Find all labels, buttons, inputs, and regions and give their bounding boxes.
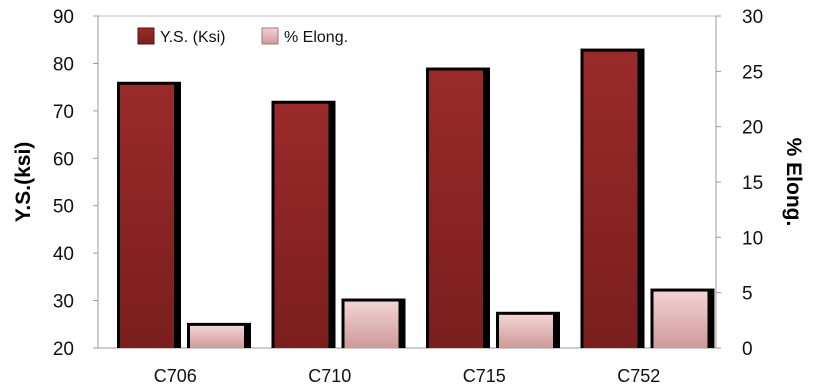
left-tick-label: 80 <box>53 54 74 75</box>
right-tick-label: 10 <box>742 228 763 249</box>
category-label: C715 <box>463 366 506 386</box>
category-label: C710 <box>308 366 351 386</box>
ys-bar <box>583 51 638 348</box>
category-label: C706 <box>154 366 197 386</box>
legend-label-elong: % Elong. <box>284 29 348 46</box>
elong-bar <box>499 314 553 348</box>
category-labels: C706 C710 C715 C752 <box>154 366 661 386</box>
left-axis-ticks: 20 30 40 50 60 70 80 90 <box>53 7 98 360</box>
elong-bars <box>187 288 715 348</box>
right-tick-label: 25 <box>742 62 763 83</box>
left-tick-label: 90 <box>53 7 74 28</box>
legend: Y.S. (Ksi) % Elong. <box>137 27 348 46</box>
elong-bar <box>653 291 708 348</box>
legend-label-ys: Y.S. (Ksi) <box>160 29 226 46</box>
ys-bar <box>274 103 329 348</box>
right-tick-label: 30 <box>742 7 763 28</box>
right-tick-label: 5 <box>742 284 753 305</box>
left-tick-label: 50 <box>53 197 74 218</box>
ys-bars <box>117 48 645 349</box>
legend-swatch-ys <box>137 27 155 45</box>
left-tick-label: 40 <box>53 244 74 265</box>
elong-bar <box>344 301 399 348</box>
right-axis-title: % Elong. <box>782 138 805 227</box>
ys-bar <box>120 84 174 349</box>
right-tick-label: 20 <box>742 118 763 139</box>
left-tick-label: 70 <box>53 102 74 123</box>
legend-swatch-elong <box>261 27 279 45</box>
right-tick-label: 0 <box>742 339 753 360</box>
left-tick-label: 30 <box>53 292 74 313</box>
left-tick-label: 60 <box>53 149 74 170</box>
right-axis-ticks: 0 5 10 15 20 25 30 <box>716 7 763 360</box>
category-label: C752 <box>617 366 660 386</box>
right-tick-label: 15 <box>742 173 763 194</box>
left-axis-title: Y.S.(ksi) <box>12 142 35 223</box>
ys-bar <box>429 70 483 349</box>
left-tick-label: 20 <box>53 339 74 360</box>
elong-bar <box>190 325 244 348</box>
